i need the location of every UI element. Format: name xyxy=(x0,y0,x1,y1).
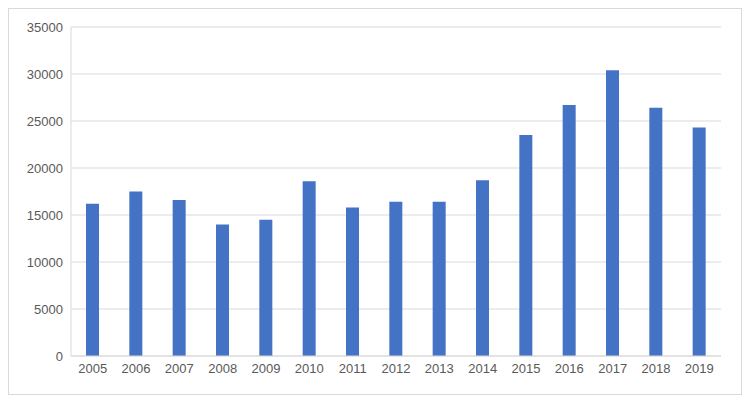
svg-text:2008: 2008 xyxy=(208,361,237,376)
svg-text:20000: 20000 xyxy=(27,161,63,176)
svg-text:0: 0 xyxy=(56,349,63,364)
svg-text:25000: 25000 xyxy=(27,114,63,129)
svg-text:2007: 2007 xyxy=(165,361,194,376)
svg-text:2011: 2011 xyxy=(339,361,367,376)
svg-text:2018: 2018 xyxy=(642,361,671,376)
svg-text:2015: 2015 xyxy=(512,361,541,376)
svg-text:35000: 35000 xyxy=(27,20,63,35)
svg-text:2012: 2012 xyxy=(382,361,411,376)
svg-text:2005: 2005 xyxy=(78,361,107,376)
svg-text:2006: 2006 xyxy=(122,361,151,376)
svg-text:2009: 2009 xyxy=(252,361,281,376)
svg-text:2019: 2019 xyxy=(685,361,714,376)
svg-text:10000: 10000 xyxy=(27,255,63,270)
svg-text:2017: 2017 xyxy=(598,361,627,376)
svg-text:2010: 2010 xyxy=(295,361,324,376)
svg-text:30000: 30000 xyxy=(27,67,63,82)
svg-text:2014: 2014 xyxy=(468,361,497,376)
svg-text:5000: 5000 xyxy=(34,302,63,317)
svg-text:2016: 2016 xyxy=(555,361,584,376)
svg-text:2013: 2013 xyxy=(425,361,454,376)
svg-text:15000: 15000 xyxy=(27,208,63,223)
